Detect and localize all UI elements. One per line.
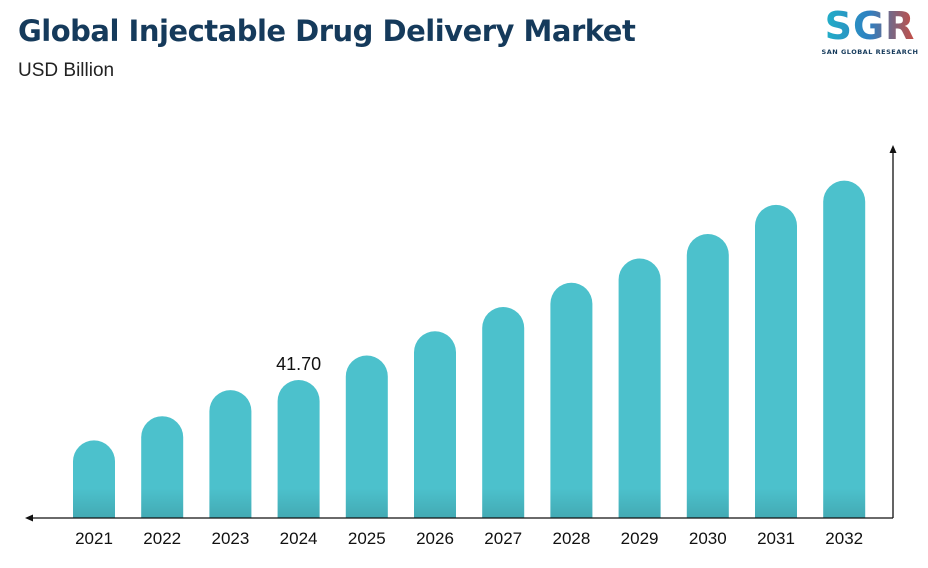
bar-2028 <box>550 282 593 518</box>
chart-subtitle: USD Billion <box>18 60 115 81</box>
bar-shade-2024 <box>277 488 320 518</box>
bar-shade-2031 <box>755 488 797 518</box>
bar-shade-2026 <box>414 488 456 518</box>
bar-shade-2021 <box>73 488 115 518</box>
bar-2029 <box>618 258 661 518</box>
bar-shade-2027 <box>482 488 525 518</box>
bar-shade-2025 <box>345 488 388 518</box>
x-tick-2022: 2022 <box>143 529 181 548</box>
x-axis-arrow <box>25 514 33 522</box>
bar-2025 <box>345 355 388 518</box>
x-tick-2026: 2026 <box>416 529 454 548</box>
sgr-logo: SGR SAN GLOBAL RESEARCH <box>818 6 922 60</box>
bar-2032 <box>823 180 866 518</box>
axes-group <box>25 145 897 522</box>
x-tick-2024: 2024 <box>280 529 318 548</box>
logo-tagline: SAN GLOBAL RESEARCH <box>821 48 919 56</box>
bar-2030 <box>686 234 729 519</box>
bar-shade-2022 <box>141 488 184 518</box>
bar-shade-2023 <box>209 488 252 518</box>
chart-title: Global Injectable Drug Delivery Market <box>18 14 636 48</box>
x-tick-labels: 2021 2022 2023 2024 2025 2026 2027 2028 2029 2030… <box>75 529 863 548</box>
x-tick-2027: 2027 <box>484 529 522 548</box>
data-label-2024: 41.70 <box>276 354 321 374</box>
bar-2024 <box>277 380 320 518</box>
bars-group <box>73 180 866 519</box>
bar-2031 <box>755 204 797 518</box>
bar-shade-2030 <box>686 488 729 518</box>
x-tick-2031: 2031 <box>757 529 795 548</box>
logo-text: SGR <box>818 6 922 46</box>
x-tick-2032: 2032 <box>825 529 863 548</box>
bar-shade-2028 <box>550 488 593 518</box>
bar-shade-2032 <box>823 488 866 518</box>
x-tick-2030: 2030 <box>689 529 727 548</box>
y-axis-arrow <box>889 145 897 153</box>
bar-shade-2029 <box>618 488 661 518</box>
bar-2026 <box>414 331 456 518</box>
x-tick-2028: 2028 <box>552 529 590 548</box>
bar-2023 <box>209 390 252 518</box>
bar-2027 <box>482 307 525 518</box>
x-tick-2021: 2021 <box>75 529 113 548</box>
x-tick-2023: 2023 <box>211 529 249 548</box>
x-tick-2025: 2025 <box>348 529 386 548</box>
x-tick-2029: 2029 <box>621 529 659 548</box>
data-labels: 41.70 <box>276 354 321 374</box>
